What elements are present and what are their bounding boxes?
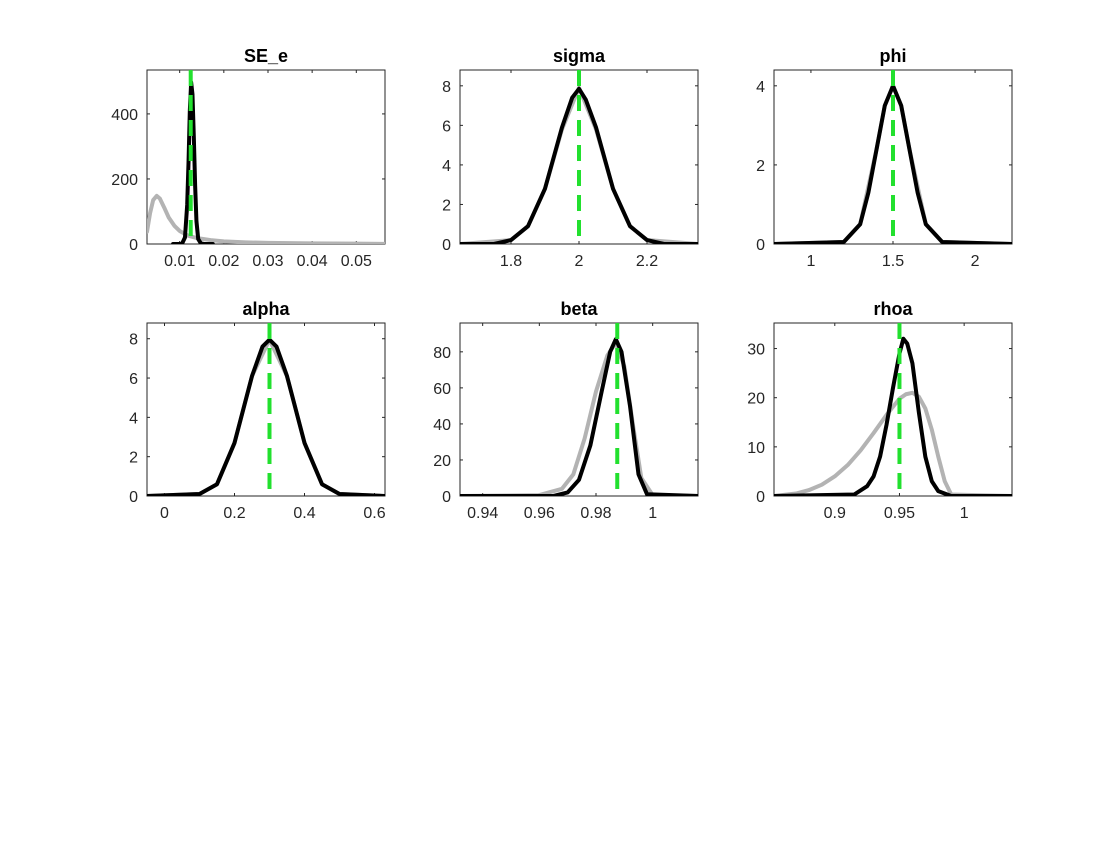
y-tick-label: 0: [756, 237, 765, 254]
panel-title: phi: [880, 46, 907, 66]
y-tick-label: 0: [129, 489, 138, 506]
axes-frame: [459, 322, 699, 497]
x-tick-label: 0.2: [223, 505, 245, 522]
plot-area: [147, 337, 385, 496]
y-tick-label: 4: [756, 79, 765, 96]
y-tick-label: 0: [442, 489, 451, 506]
x-tick-label: 0.03: [252, 253, 283, 270]
x-tick-label: 0.96: [524, 505, 555, 522]
x-tick-label: 0.94: [467, 505, 498, 522]
panel-title: rhoa: [873, 299, 913, 319]
posterior-density-line: [171, 80, 215, 244]
plot-area: [147, 80, 385, 244]
panel-title: alpha: [242, 299, 290, 319]
y-tick-label: 6: [442, 118, 451, 135]
y-tick-label: 400: [111, 107, 138, 124]
x-tick-label: 0.05: [341, 253, 372, 270]
panel-alpha: 0 0.2 0.4 0.6 0 2 4 6 8 alpha: [129, 299, 386, 522]
y-tick-label: 4: [442, 158, 451, 175]
x-tick-label: 2: [971, 253, 980, 270]
axes-frame: [146, 322, 386, 497]
x-tick-label: 1: [806, 253, 815, 270]
x-tick-label: 0: [160, 505, 169, 522]
y-tick-label: 40: [433, 417, 451, 434]
panel-sigma: 1.8 2 2.2 0 2 4 6 8 sigma: [442, 46, 699, 270]
posterior-density-line: [460, 86, 698, 244]
x-tick-label: 1.5: [882, 253, 904, 270]
y-tick-label: 6: [129, 371, 138, 388]
x-tick-label: 0.98: [580, 505, 611, 522]
panel-title: beta: [560, 299, 598, 319]
posterior-density-line: [147, 337, 385, 496]
y-tick-label: 2: [129, 450, 138, 467]
x-tick-label: 0.04: [297, 253, 328, 270]
plot-area: [460, 337, 698, 496]
y-tick-label: 8: [442, 79, 451, 96]
panel-beta: 0.94 0.96 0.98 1 0 20 40 60 80 beta: [433, 299, 699, 522]
panel-phi: 1 1.5 2 0 2 4 phi: [756, 46, 1013, 270]
plot-area: [460, 85, 698, 244]
panel-title: SE_e: [244, 46, 288, 66]
panel-se-e: 0.01 0.02 0.03 0.04 0.05 0 200 400 SE_e: [111, 46, 386, 270]
x-tick-label: 1: [648, 505, 657, 522]
axes-frame: [146, 69, 386, 245]
y-tick-label: 4: [129, 410, 138, 427]
posterior-density-line: [774, 336, 1012, 496]
y-tick-label: 10: [747, 440, 765, 457]
x-tick-label: 0.9: [824, 505, 846, 522]
y-tick-label: 8: [129, 332, 138, 349]
x-tick-label: 0.01: [164, 253, 195, 270]
x-tick-label: 0.4: [293, 505, 315, 522]
y-tick-label: 30: [747, 342, 765, 359]
x-tick-label: 0.02: [208, 253, 239, 270]
y-tick-label: 2: [442, 197, 451, 214]
y-tick-label: 0: [442, 237, 451, 254]
x-tick-label: 0.95: [884, 505, 915, 522]
y-tick-label: 2: [756, 158, 765, 175]
posterior-density-line: [460, 337, 698, 496]
y-tick-label: 20: [747, 391, 765, 408]
x-tick-label: 2.2: [636, 253, 658, 270]
x-tick-label: 1: [960, 505, 969, 522]
panel-title: sigma: [553, 46, 606, 66]
x-tick-label: 0.6: [363, 505, 385, 522]
y-tick-label: 80: [433, 345, 451, 362]
x-tick-label: 2: [575, 253, 584, 270]
x-tick-label: 1.8: [500, 253, 522, 270]
y-tick-label: 20: [433, 453, 451, 470]
y-tick-label: 60: [433, 381, 451, 398]
y-tick-label: 0: [756, 489, 765, 506]
y-tick-label: 0: [129, 237, 138, 254]
y-tick-label: 200: [111, 172, 138, 189]
